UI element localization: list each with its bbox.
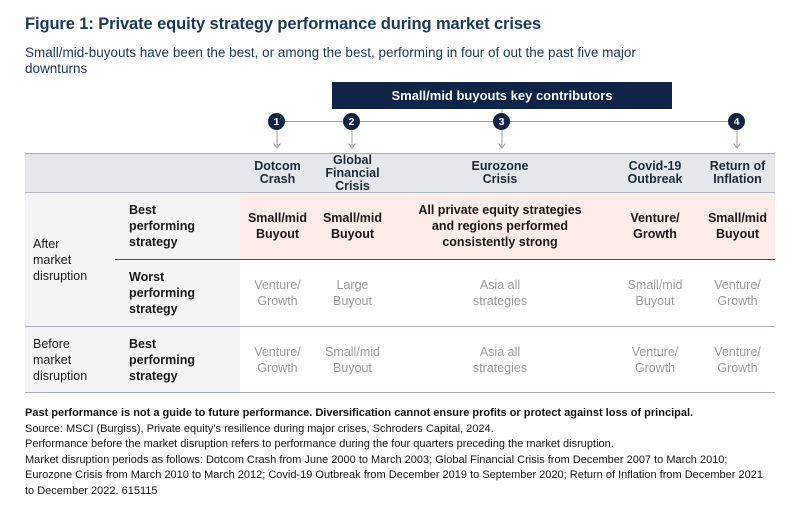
marker-circle-1: 1 (268, 113, 285, 130)
note-performance-before: Performance before the market disruption… (25, 438, 614, 450)
cell-before-best-dotcom: Venture/ Growth (240, 326, 315, 392)
cell-after-best-gfc: Small/mid Buyout (315, 193, 390, 260)
cell-before-best-inflation: Venture/ Growth (700, 326, 775, 392)
cell-after-worst-dotcom: Venture/ Growth (240, 259, 315, 326)
cell-after-best-dotcom: Small/mid Buyout (240, 193, 315, 260)
table-header-row: Dotcom Crash Global Financial Crisis Eur… (25, 153, 775, 194)
note-disruption-periods: Market disruption periods as follows: Do… (25, 453, 763, 497)
header-spacer (25, 154, 240, 192)
col-header-global-financial-crisis: Global Financial Crisis (325, 153, 380, 193)
section-label-before-market-disruption: Before market disruption (25, 326, 115, 393)
cell-after-worst-inflation: Venture/ Growth (700, 259, 775, 326)
performance-table: Dotcom Crash Global Financial Crisis Eur… (25, 153, 775, 394)
arrow-down-icon (273, 143, 281, 149)
row-label-best-performing-after: Best performing strategy (115, 193, 240, 260)
cell-after-best-inflation: Small/mid Buyout (700, 193, 775, 260)
marker-circle-4: 4 (728, 113, 745, 130)
footnotes: Past performance is not a guide to futur… (25, 406, 775, 499)
col-header-return-of-inflation: Return of Inflation (709, 159, 766, 187)
cell-before-best-eurozone: Asia all strategies (390, 326, 610, 392)
figure-subtitle: Small/mid-buyouts have been the best, or… (25, 45, 636, 77)
table-body: After market disruption Best performing … (25, 193, 775, 393)
disclaimer-text: Past performance is not a guide to futur… (25, 407, 694, 419)
connector-lines (273, 108, 741, 149)
source-line: Source: MSCI (Burgiss), Private equity’s… (25, 422, 494, 435)
arrow-down-icon (733, 143, 741, 149)
cell-before-best-covid: Venture/ Growth (610, 326, 700, 392)
col-header-dotcom-crash: Dotcom Crash (254, 159, 301, 187)
marker-circle-2: 2 (343, 113, 360, 130)
cell-after-worst-covid: Small/mid Buyout (610, 259, 700, 326)
cell-before-best-gfc: Small/mid Buyout (315, 326, 390, 392)
key-contributors-banner: Small/mid buyouts key contributors (332, 82, 672, 109)
marker-circle-3: 3 (493, 113, 510, 130)
cell-after-best-eurozone: All private equity strategies and region… (390, 193, 610, 260)
cell-after-best-covid: Venture/ Growth (610, 193, 700, 260)
arrow-down-icon (498, 143, 506, 149)
cell-after-worst-gfc: Large Buyout (315, 259, 390, 326)
row-label-best-performing-before: Best performing strategy (115, 326, 240, 393)
section-label-after-market-disruption: After market disruption (25, 193, 115, 327)
col-header-covid-19-outbreak: Covid-19 Outbreak (627, 159, 683, 187)
cell-after-worst-eurozone: Asia all strategies (390, 259, 610, 326)
figure-title: Figure 1: Private equity strategy perfor… (25, 15, 542, 33)
col-header-eurozone-crisis: Eurozone Crisis (471, 159, 529, 187)
arrow-down-icon (348, 143, 356, 149)
row-label-worst-performing-after: Worst performing strategy (115, 259, 240, 327)
